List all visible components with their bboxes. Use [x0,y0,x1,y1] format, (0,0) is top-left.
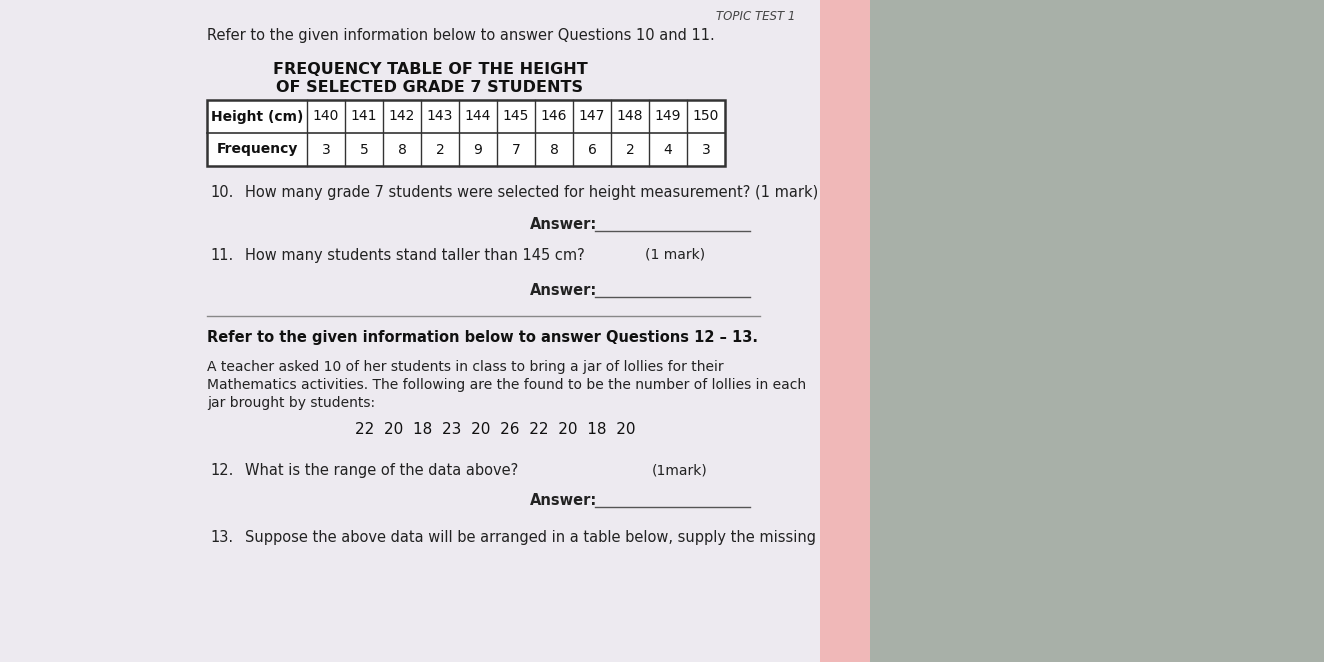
Text: Answer:: Answer: [530,217,597,232]
Text: Refer to the given information below to answer Questions 10 and 11.: Refer to the given information below to … [207,28,715,43]
Text: 12.: 12. [211,463,233,478]
Text: 5: 5 [360,142,368,156]
Text: 150: 150 [692,109,719,124]
Text: Frequency: Frequency [216,142,298,156]
Text: How many students stand taller than 145 cm?: How many students stand taller than 145 … [245,248,585,263]
Text: FREQUENCY TABLE OF THE HEIGHT: FREQUENCY TABLE OF THE HEIGHT [273,62,588,77]
Text: How many grade 7 students were selected for height measurement? (1 mark): How many grade 7 students were selected … [245,185,818,200]
Text: 6: 6 [588,142,596,156]
Text: 4: 4 [663,142,673,156]
Text: 9: 9 [474,142,482,156]
Bar [870,0,1324,662]
Text: 2: 2 [626,142,634,156]
Text: 147: 147 [579,109,605,124]
Text: 140: 140 [312,109,339,124]
Text: Height (cm): Height (cm) [211,109,303,124]
Text: OF SELECTED GRADE 7 STUDENTS: OF SELECTED GRADE 7 STUDENTS [277,80,584,95]
Text: 148: 148 [617,109,643,124]
Text: 11.: 11. [211,248,233,263]
Text: 141: 141 [351,109,377,124]
Text: 22  20  18  23  20  26  22  20  18  20: 22 20 18 23 20 26 22 20 18 20 [355,422,636,437]
Text: Refer to the given information below to answer Questions 12 – 13.: Refer to the given information below to … [207,330,759,345]
Text: Answer:: Answer: [530,283,597,298]
Text: Answer:: Answer: [530,493,597,508]
Bar [818,0,908,662]
Text: 8: 8 [549,142,559,156]
Text: 142: 142 [389,109,416,124]
Text: 3: 3 [702,142,711,156]
Text: 144: 144 [465,109,491,124]
Text: 7: 7 [511,142,520,156]
Text: TOPIC TEST 1: TOPIC TEST 1 [716,10,794,23]
Text: 149: 149 [655,109,682,124]
Text: (1mark): (1mark) [651,463,708,477]
Text: Suppose the above data will be arranged in a table below, supply the missing: Suppose the above data will be arranged … [245,530,816,545]
Text: 13.: 13. [211,530,233,545]
Text: 10.: 10. [211,185,233,200]
Text: Mathematics activities. The following are the found to be the number of lollies : Mathematics activities. The following ar… [207,378,806,392]
Text: jar brought by students:: jar brought by students: [207,396,375,410]
Text: 2: 2 [436,142,445,156]
Text: 143: 143 [426,109,453,124]
Text: What is the range of the data above?: What is the range of the data above? [245,463,518,478]
Text: 8: 8 [397,142,406,156]
Bar [0,0,820,662]
Text: 146: 146 [540,109,567,124]
Text: (1 mark): (1 mark) [645,248,706,262]
Text: A teacher asked 10 of her students in class to bring a jar of lollies for their: A teacher asked 10 of her students in cl… [207,360,724,374]
Text: 145: 145 [503,109,530,124]
Text: 3: 3 [322,142,331,156]
Bar [207,100,726,166]
Bar [207,100,726,166]
Polygon shape [820,0,870,662]
